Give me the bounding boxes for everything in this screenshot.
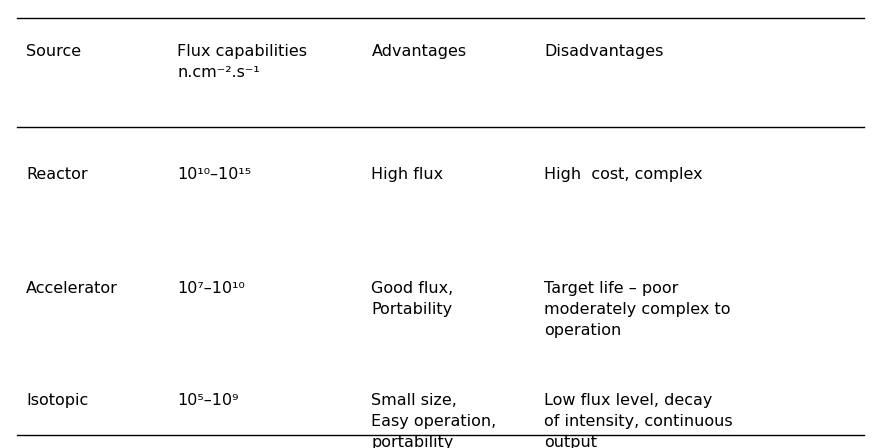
Text: Source: Source (26, 44, 81, 59)
Text: 10¹⁰–10¹⁵: 10¹⁰–10¹⁵ (177, 167, 251, 182)
Text: High flux: High flux (372, 167, 443, 182)
Text: Small size,
Easy operation,
portability: Small size, Easy operation, portability (372, 393, 497, 448)
Text: 10⁵–10⁹: 10⁵–10⁹ (177, 393, 239, 408)
Text: Disadvantages: Disadvantages (544, 44, 663, 59)
Text: Flux capabilities
n.cm⁻².s⁻¹: Flux capabilities n.cm⁻².s⁻¹ (177, 44, 307, 80)
Text: Accelerator: Accelerator (26, 281, 118, 296)
Text: Reactor: Reactor (26, 167, 88, 182)
Text: Target life – poor
moderately complex to
operation: Target life – poor moderately complex to… (544, 281, 730, 338)
Text: Low flux level, decay
of intensity, continuous
output: Low flux level, decay of intensity, cont… (544, 393, 733, 448)
Text: High  cost, complex: High cost, complex (544, 167, 703, 182)
Text: 10⁷–10¹⁰: 10⁷–10¹⁰ (177, 281, 245, 296)
Text: Good flux,
Portability: Good flux, Portability (372, 281, 454, 317)
Text: Isotopic: Isotopic (26, 393, 88, 408)
Text: Advantages: Advantages (372, 44, 467, 59)
